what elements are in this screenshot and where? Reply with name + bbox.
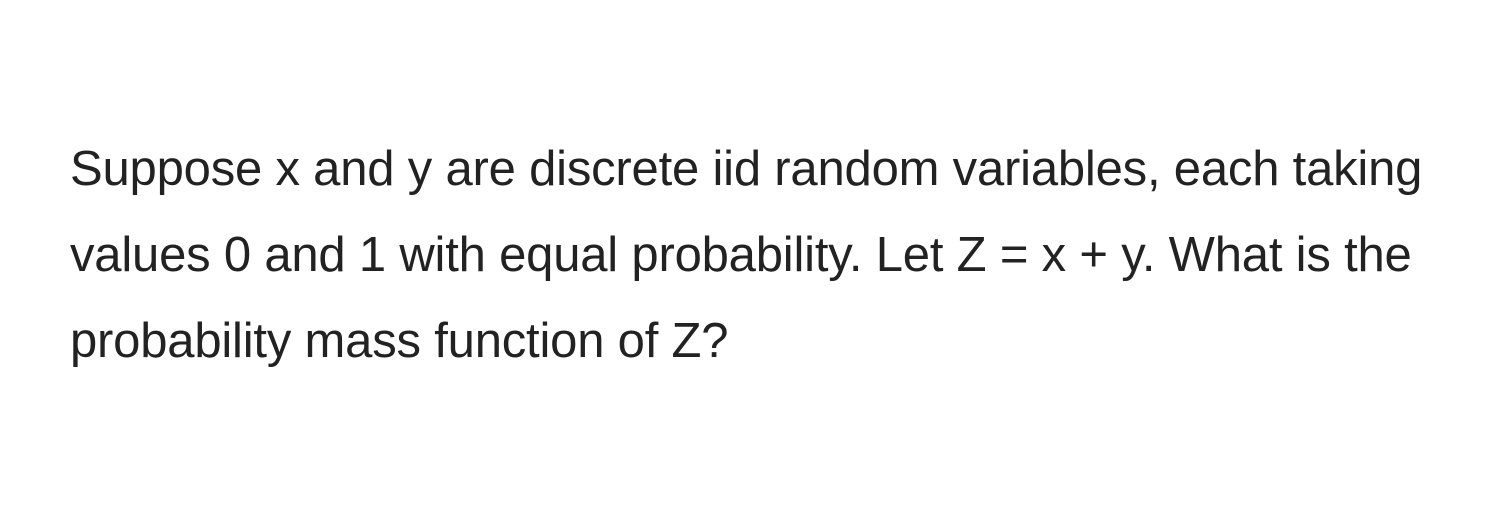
problem-statement: Suppose x and y are discrete iid random … (70, 127, 1430, 384)
